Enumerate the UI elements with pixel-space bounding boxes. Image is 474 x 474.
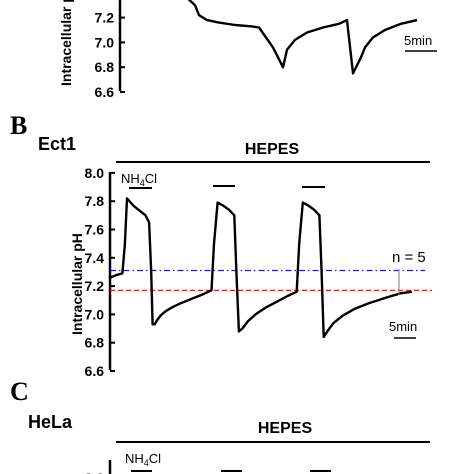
- panel-b-y-tick-label-3: 7.2: [85, 278, 105, 294]
- panel-a-y-axis-label: Intracellular pH: [58, 0, 74, 86]
- panel-b-buffer-label: HEPES: [245, 141, 300, 158]
- panel-b-ph-trace: [109, 197, 412, 339]
- panel-a-y-tick-label-3: 7.2: [95, 10, 115, 26]
- panel-b: B Ect1 HEPES NH4Cl Intracellular pH 6.6 6…: [10, 111, 432, 379]
- panel-b-nh4cl-label: NH4Cl: [121, 171, 157, 188]
- panel-a-ph-trace: [187, 0, 418, 75]
- panel-a-y-tick-label-0: 6.6: [95, 84, 115, 100]
- panel-b-scale-label: 5min: [389, 319, 417, 334]
- panel-b-cell-line: Ect1: [38, 134, 76, 154]
- panel-b-y-tick-label-6: 7.8: [85, 193, 105, 209]
- panel-b-y-tick-label-5: 7.6: [85, 222, 105, 238]
- panel-b-y-tick-label-7: 8.0: [85, 165, 105, 181]
- panel-a-y-tick-label-1: 6.8: [95, 59, 115, 75]
- panel-a: Intracellular pH 6.6 6.8 7.0 7.2 5min: [58, 0, 437, 100]
- panel-c-nh4cl-label: NH4Cl: [125, 451, 161, 468]
- panel-a-y-tick-label-2: 7.0: [95, 34, 115, 50]
- panel-b-y-tick-label-4: 7.4: [85, 250, 105, 266]
- panel-a-scale-label: 5min: [404, 33, 432, 48]
- panel-b-y-tick-label-2: 7.0: [85, 306, 105, 322]
- panel-b-y-tick-label-0: 6.6: [85, 363, 105, 379]
- panel-c-y-tick-label-0: 8.0: [85, 470, 105, 474]
- panel-c-buffer-label: HEPES: [258, 420, 313, 437]
- panel-b-y-tick-label-1: 6.8: [85, 335, 105, 351]
- panel-c-letter: C: [10, 377, 29, 406]
- panel-b-letter: B: [10, 111, 27, 140]
- panel-b-n-annotation: n = 5: [392, 249, 426, 266]
- panel-c: C HeLa HEPES NH4Cl 8.0: [10, 377, 430, 474]
- panel-c-cell-line: HeLa: [28, 412, 73, 432]
- panel-b-y-axis-label: Intracellular pH: [69, 233, 85, 335]
